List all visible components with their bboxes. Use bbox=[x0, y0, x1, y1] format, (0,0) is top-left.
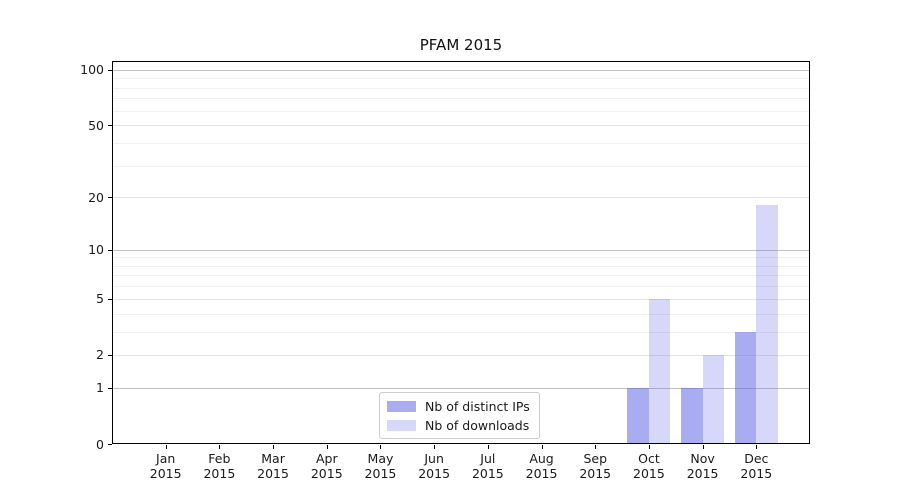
legend-swatch bbox=[387, 400, 416, 412]
gridline bbox=[113, 354, 809, 356]
minor-gridline bbox=[113, 98, 809, 100]
y-tick-label: 2 bbox=[96, 347, 104, 363]
bar-distinct-ips bbox=[734, 331, 757, 444]
y-tick-label: 1 bbox=[96, 380, 104, 396]
x-tick-mark bbox=[648, 445, 650, 449]
y-tick-mark bbox=[108, 197, 112, 199]
legend: Nb of distinct IPs Nb of downloads bbox=[379, 392, 540, 439]
x-tick-mark bbox=[702, 445, 704, 449]
gridline bbox=[113, 125, 809, 127]
x-tick-label: Jan 2015 bbox=[149, 451, 182, 481]
x-tick-label: Sep 2015 bbox=[579, 451, 612, 481]
y-tick-mark bbox=[108, 298, 112, 300]
gridline bbox=[113, 197, 809, 199]
minor-gridline bbox=[113, 313, 809, 315]
y-tick-label: 10 bbox=[88, 242, 104, 258]
y-tick-mark bbox=[108, 354, 112, 356]
x-tick-label: Aug 2015 bbox=[525, 451, 558, 481]
y-tick-label: 5 bbox=[96, 291, 104, 307]
x-tick-mark bbox=[487, 445, 489, 449]
major-gridline bbox=[113, 387, 809, 389]
legend-label: Nb of downloads bbox=[425, 417, 530, 433]
y-tick-mark bbox=[108, 69, 112, 71]
x-tick-mark bbox=[326, 445, 328, 449]
x-tick-mark bbox=[165, 445, 167, 449]
legend-item: Nb of downloads bbox=[387, 417, 530, 433]
x-tick-mark bbox=[380, 445, 382, 449]
bar-distinct-ips bbox=[627, 387, 649, 444]
major-gridline bbox=[113, 249, 809, 251]
minor-gridline bbox=[113, 78, 809, 80]
x-tick-label: Mar 2015 bbox=[257, 451, 289, 481]
x-tick-mark bbox=[273, 445, 275, 449]
x-tick-label: Apr 2015 bbox=[310, 451, 343, 481]
major-gridline bbox=[113, 69, 809, 71]
legend-item: Nb of distinct IPs bbox=[387, 398, 530, 414]
y-tick-mark bbox=[108, 444, 112, 445]
minor-gridline bbox=[113, 257, 809, 259]
y-tick-label: 20 bbox=[88, 189, 104, 205]
x-tick-mark bbox=[595, 445, 597, 449]
x-tick-label: Feb 2015 bbox=[203, 451, 236, 481]
minor-gridline bbox=[113, 331, 809, 333]
y-tick-mark bbox=[108, 387, 112, 389]
legend-label: Nb of distinct IPs bbox=[425, 398, 530, 414]
chart-title: PFAM 2015 bbox=[419, 36, 503, 54]
gridline bbox=[113, 298, 809, 300]
minor-gridline bbox=[113, 265, 809, 267]
x-tick-mark bbox=[219, 445, 221, 449]
minor-gridline bbox=[113, 110, 809, 112]
x-tick-mark bbox=[541, 445, 543, 449]
bar-distinct-ips bbox=[681, 387, 703, 444]
bar-downloads bbox=[648, 298, 671, 444]
minor-gridline bbox=[113, 87, 809, 89]
x-tick-label: Jul 2015 bbox=[471, 451, 504, 481]
y-tick-label: 50 bbox=[88, 117, 104, 133]
bar-downloads bbox=[756, 205, 778, 444]
x-tick-mark bbox=[756, 445, 758, 449]
y-tick-label: 100 bbox=[80, 62, 104, 78]
minor-gridline bbox=[113, 142, 809, 144]
x-tick-mark bbox=[434, 445, 436, 449]
x-tick-label: Nov 2015 bbox=[686, 451, 719, 481]
legend-swatch bbox=[387, 419, 416, 431]
y-tick-label: 0 bbox=[96, 436, 104, 452]
minor-gridline bbox=[113, 165, 809, 167]
y-tick-mark bbox=[108, 249, 112, 251]
y-tick-mark bbox=[108, 125, 112, 127]
bar-downloads bbox=[702, 354, 725, 444]
x-tick-label: Jun 2015 bbox=[418, 451, 451, 481]
minor-gridline bbox=[113, 286, 809, 288]
x-tick-label: Dec 2015 bbox=[740, 451, 773, 481]
x-tick-label: May 2015 bbox=[364, 451, 397, 481]
x-tick-label: Oct 2015 bbox=[633, 451, 665, 481]
minor-gridline bbox=[113, 275, 809, 277]
